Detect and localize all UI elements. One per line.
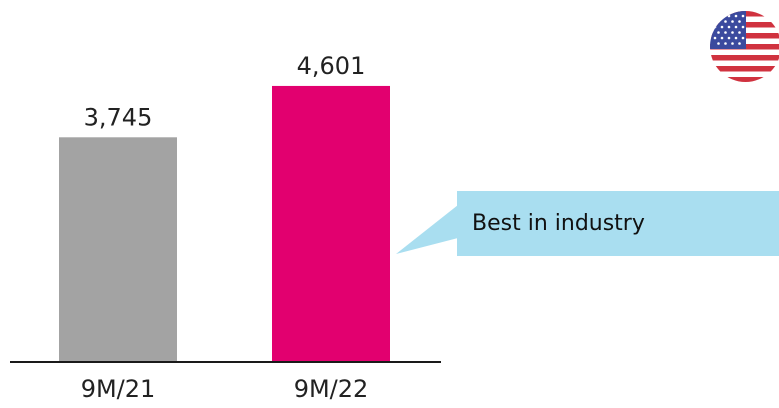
value-label-1: 4,601 [297, 52, 366, 80]
value-label-0: 3,745 [84, 103, 153, 131]
bars-group [59, 85, 390, 362]
category-label-0: 9M/21 [81, 375, 156, 403]
labels-group: 3,745 9M/21 4,601 9M/22 [81, 52, 369, 403]
callout-text: Best in industry [472, 211, 645, 236]
us-flag-icon [710, 11, 779, 82]
category-label-1: 9M/22 [294, 375, 369, 403]
callout-pointer [396, 205, 458, 254]
bar-0 [59, 137, 177, 362]
callout-box: Best in industry [457, 191, 779, 256]
bar-1 [272, 85, 390, 362]
